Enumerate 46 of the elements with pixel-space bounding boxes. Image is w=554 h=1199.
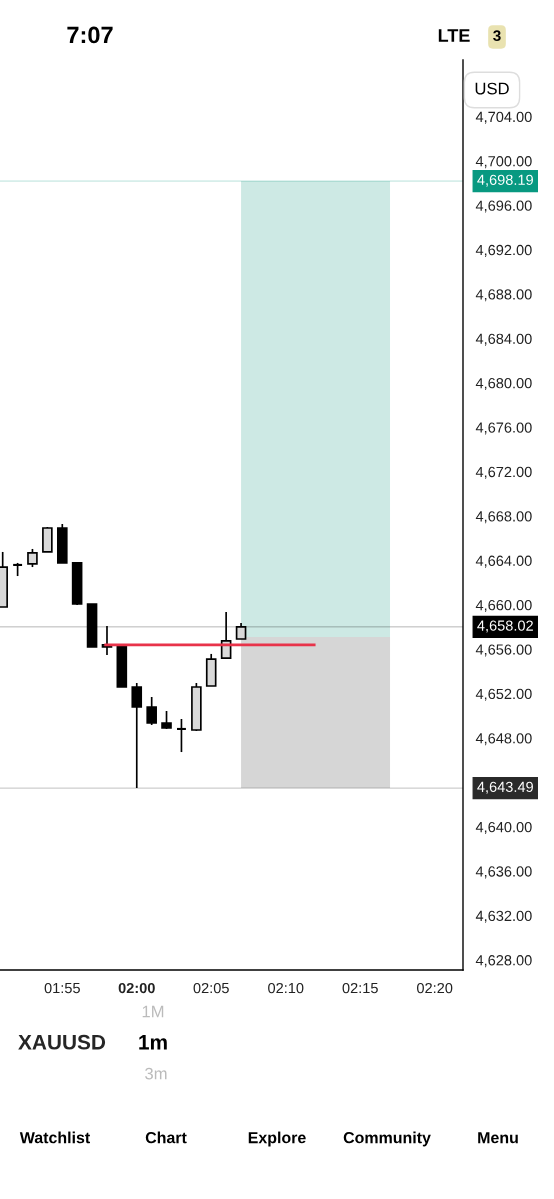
text: LTE xyxy=(438,29,470,42)
text: Community xyxy=(343,1131,431,1147)
candlestick xyxy=(27,548,38,568)
candlestick xyxy=(175,718,187,753)
y-tick-label: 4,700.00 xyxy=(475,156,532,169)
text: 1m xyxy=(139,1035,167,1050)
ref-line-label: 4,643.49 xyxy=(477,781,533,794)
y-tick-label: 4,688.00 xyxy=(475,289,532,302)
y-tick-label: 4,692.00 xyxy=(475,244,532,257)
text: Watchlist xyxy=(19,1131,90,1144)
y-tick-label: 4,656.00 xyxy=(475,644,532,657)
text: 3m xyxy=(145,1067,167,1080)
y-tick-label: 4,684.00 xyxy=(475,333,532,346)
ref-line-label: 4,658.02 xyxy=(477,620,533,633)
x-tick-label: 02:10 xyxy=(268,982,304,994)
candlestick xyxy=(131,682,143,789)
y-tick-label: 4,628.00 xyxy=(475,955,532,968)
text: Chart xyxy=(145,1131,187,1144)
candlestick xyxy=(42,526,53,553)
y-tick-label: 4,680.00 xyxy=(475,378,532,391)
text: 7:07 xyxy=(67,26,113,44)
y-tick-label: 4,672.00 xyxy=(475,466,532,479)
y-tick-label: 4,636.00 xyxy=(475,866,532,879)
text: 1M xyxy=(142,1005,164,1018)
text: Menu xyxy=(478,1132,518,1144)
y-tick-label: 4,696.00 xyxy=(475,200,532,213)
text: 3 xyxy=(493,30,501,42)
y-tick-label: 4,632.00 xyxy=(475,910,532,923)
y-tick-label: 4,648.00 xyxy=(475,733,532,746)
x-tick-label: 02:15 xyxy=(342,982,378,994)
text: USD xyxy=(475,82,509,95)
x-tick-label: 02:00 xyxy=(118,982,155,994)
text: XAUUSD xyxy=(18,1034,106,1050)
ref-line-label: 4,698.19 xyxy=(477,174,533,187)
x-tick-label: 02:05 xyxy=(193,982,229,994)
y-tick-label: 4,668.00 xyxy=(475,511,532,524)
x-tick-label: 01:55 xyxy=(44,982,80,994)
y-tick-label: 4,660.00 xyxy=(475,599,532,613)
y-tick-label: 4,664.00 xyxy=(475,555,532,568)
x-tick-label: 02:20 xyxy=(416,982,453,994)
y-tick-label: 4,652.00 xyxy=(475,688,532,701)
text: Explore xyxy=(248,1131,306,1147)
y-tick-label: 4,704.00 xyxy=(475,111,532,124)
y-tick-label: 4,676.00 xyxy=(475,422,532,435)
candlestick xyxy=(146,696,157,726)
y-tick-label: 4,640.00 xyxy=(475,821,532,834)
